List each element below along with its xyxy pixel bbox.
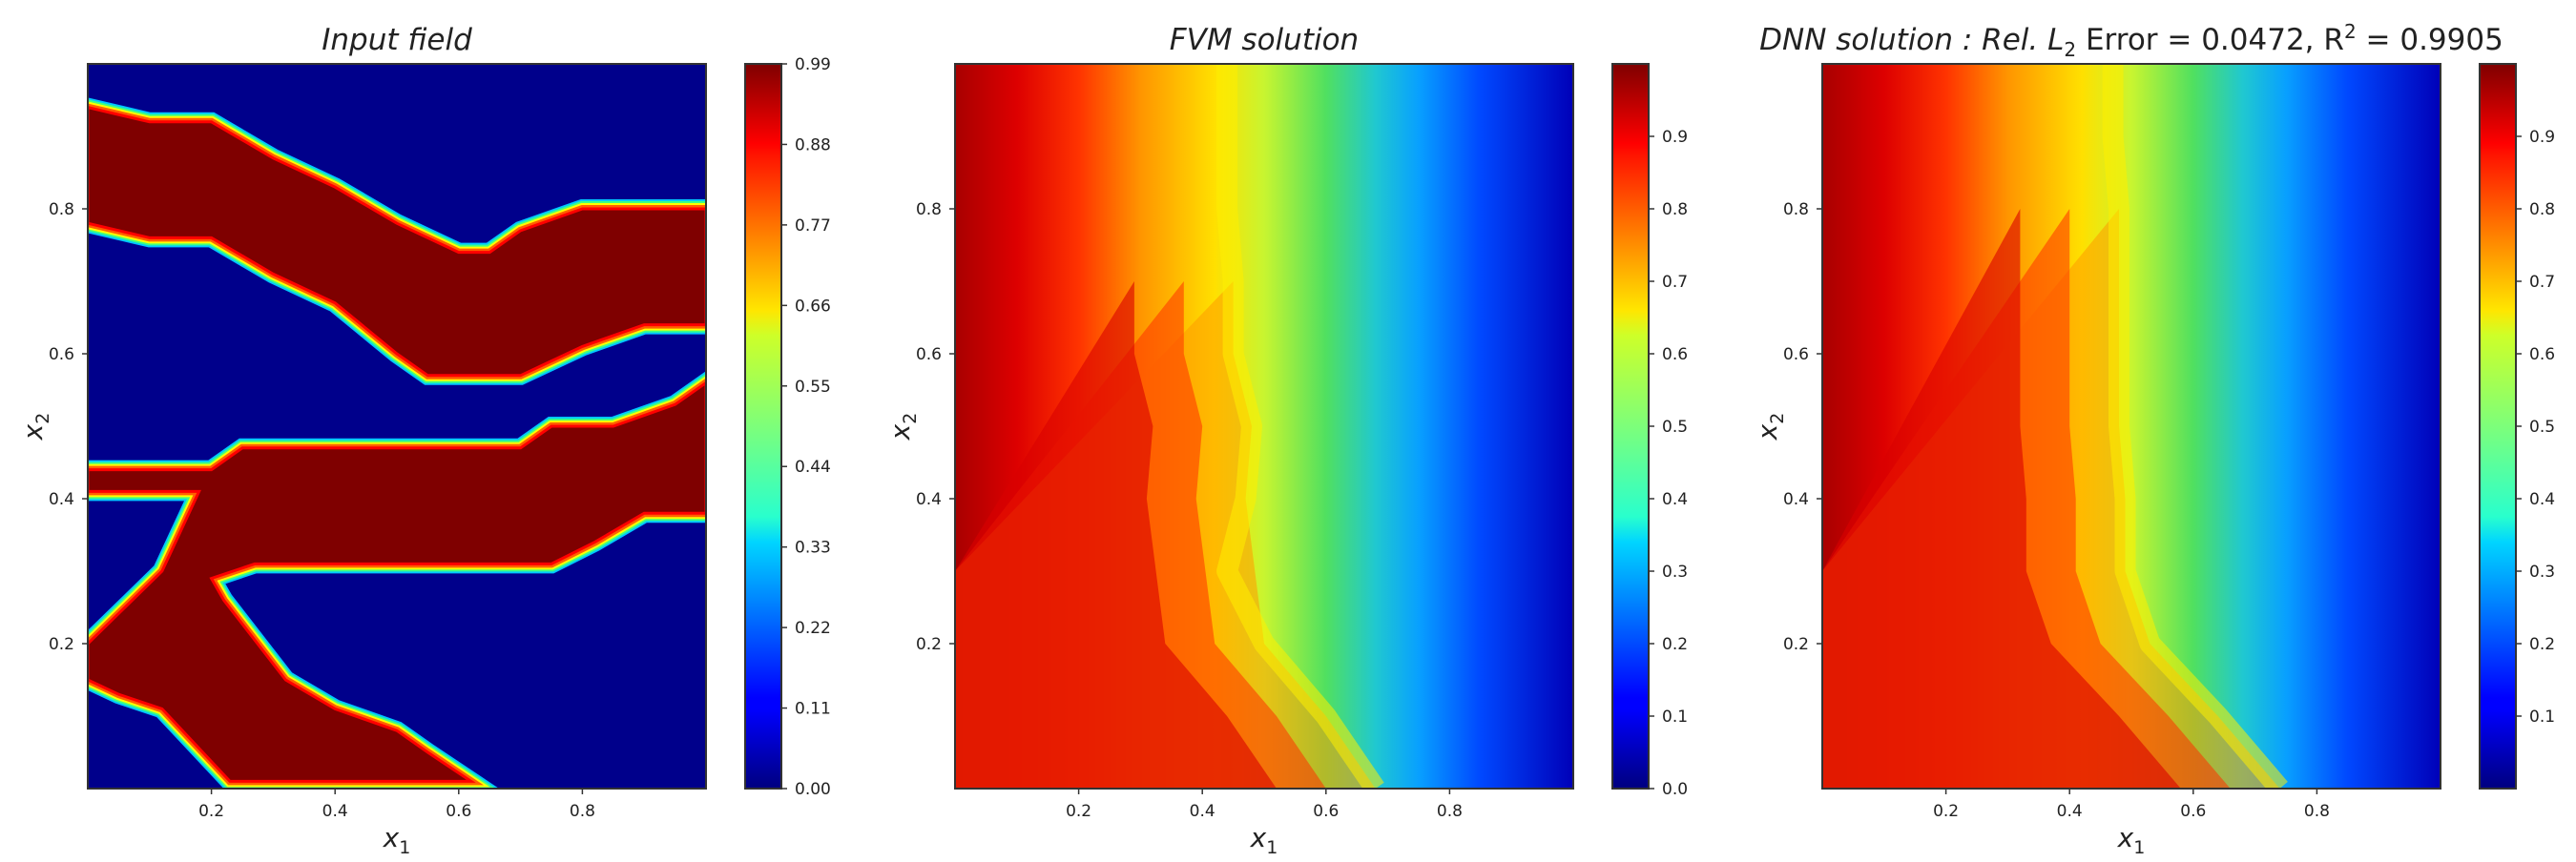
y-tick-label: 0.4: [49, 490, 74, 509]
colorbar-ticks: 0.9 0.8 0.7 0.6 0.5 0.4 0.3 0.2 0.1 0.0: [1649, 128, 1688, 799]
colorbar: [2479, 63, 2517, 790]
colorbar-tick-label: 0.00: [795, 780, 831, 799]
heatmap-fvm-solution: [955, 64, 1573, 789]
solution-front: [955, 64, 1384, 789]
x-tick-label: 0.6: [1313, 802, 1339, 821]
y-tick-label: 0.6: [916, 345, 942, 364]
colorbar-tick-label: 0.4: [1662, 490, 1688, 509]
plot-frame: [954, 63, 1574, 790]
channel-upper: [88, 97, 706, 385]
y-axis-label: x2: [1752, 413, 1788, 441]
colorbar-tick-label: 0.5: [1662, 418, 1688, 437]
x-tick-label: 0.8: [2304, 802, 2330, 821]
x-tick-label: 0.4: [1190, 802, 1215, 821]
colorbar-tick-label: 0.8: [2529, 200, 2555, 219]
colorbar-tick-label: 0.22: [795, 619, 831, 638]
colorbar-ticks: 0.9 0.8 0.7 0.6 0.5 0.4 0.3 0.2 0.1: [2516, 128, 2555, 727]
colorbar-tick-label: 0.9: [2529, 128, 2555, 147]
x-tick-label: 0.8: [570, 802, 595, 821]
colorbar-tick-label: 0.1: [2529, 708, 2555, 727]
panel-dnn-solution: DNN solution : Rel. L2 Error = 0.0472, R…: [1752, 20, 2555, 858]
y-tick-label: 0.2: [916, 635, 942, 654]
y-tick-label: 0.8: [49, 200, 74, 219]
x-axis-label: x1: [1250, 822, 1278, 858]
x-axis-label: x1: [383, 822, 411, 858]
x-tick-label: 0.2: [1066, 802, 1091, 821]
y-tick-label: 0.6: [49, 345, 74, 364]
axis-ticks: 0.2 0.4 0.6 0.8 0.2 0.4 0.6 0.8: [916, 200, 1463, 821]
y-tick-label: 0.8: [1783, 200, 1809, 219]
x-tick-label: 0.6: [446, 802, 471, 821]
colorbar-tick-label: 0.0: [1662, 780, 1688, 799]
colorbar-tick-label: 0.55: [795, 378, 831, 397]
y-tick-label: 0.6: [1783, 345, 1809, 364]
panel-title: Input field: [322, 23, 472, 57]
colorbar-tick-label: 0.8: [1662, 200, 1688, 219]
colorbar: [744, 63, 782, 790]
front-line: [1216, 64, 1384, 789]
colorbar-tick-label: 0.77: [795, 216, 831, 236]
colorbar-tick-label: 0.4: [2529, 490, 2555, 509]
axis-ticks: 0.2 0.4 0.6 0.8 0.2 0.4 0.6 0.8: [1783, 200, 2330, 821]
y-tick-label: 0.2: [1783, 635, 1809, 654]
x-tick-label: 0.6: [2180, 802, 2206, 821]
x-tick-label: 0.4: [322, 802, 348, 821]
colorbar-tick-label: 0.1: [1662, 708, 1688, 727]
plot-frame: [1821, 63, 2441, 790]
colorbar-ticks: 0.99 0.88 0.77 0.66 0.55 0.44 0.33 0.22 0.11 0.00: [781, 55, 831, 799]
colorbar-tick-label: 0.6: [2529, 345, 2555, 364]
colorbar-tick-label: 0.99: [795, 55, 831, 74]
colorbar-tick-label: 0.3: [2529, 563, 2555, 582]
heatmap-input-field: [88, 64, 706, 789]
x-tick-label: 0.4: [2057, 802, 2083, 821]
colorbar-tick-label: 0.7: [2529, 273, 2555, 292]
front-layer: [955, 281, 1277, 789]
y-axis-label: x2: [17, 413, 53, 441]
x-axis-label: x1: [2117, 822, 2146, 858]
colorbar-tick-label: 0.88: [795, 135, 831, 154]
colorbar-tick-label: 0.3: [1662, 563, 1688, 582]
colorbar-tick-label: 0.7: [1662, 273, 1688, 292]
channel-fill: [88, 106, 706, 378]
channel-lower: [88, 371, 706, 789]
plot-frame: [87, 63, 707, 790]
y-tick-label: 0.4: [1783, 490, 1809, 509]
colorbar-tick-label: 0.6: [1662, 345, 1688, 364]
axis-ticks: 0.2 0.4 0.6 0.8 0.2 0.4 0.6 0.8: [49, 200, 595, 821]
channel-fill: [88, 380, 706, 783]
colorbar-tick-label: 0.33: [795, 539, 831, 558]
x-tick-label: 0.2: [1933, 802, 1959, 821]
colorbar-tick-label: 0.44: [795, 458, 831, 477]
colorbar-tick-label: 0.11: [795, 700, 831, 719]
colorbar-tick-label: 0.2: [2529, 635, 2555, 654]
y-axis-label: x2: [884, 413, 921, 441]
colorbar: [1611, 63, 1650, 790]
colorbar-tick-label: 0.66: [795, 297, 831, 316]
y-tick-label: 0.8: [916, 200, 942, 219]
solution-front: [1822, 64, 2288, 789]
colorbar-tick-label: 0.9: [1662, 128, 1688, 147]
panel-title: DNN solution : Rel. L2 Error = 0.0472, R…: [1759, 20, 2503, 61]
x-tick-label: 0.2: [198, 802, 224, 821]
panel-input-field: Input field 0.2 0.4 0.6 0.80.20.40.60.8 x1 …: [17, 23, 831, 858]
front-line: [2102, 64, 2288, 789]
colorbar-tick-label: 0.5: [2529, 418, 2555, 437]
x-tick-label: 0.8: [1437, 802, 1463, 821]
heatmap-dnn-solution: [1822, 64, 2441, 789]
y-tick-label: 0.2: [49, 635, 74, 654]
y-tick-label: 0.4: [916, 490, 942, 509]
colorbar-tick-label: 0.2: [1662, 635, 1688, 654]
front-layer: [1822, 209, 2181, 789]
panel-fvm-solution: FVM solution 0.2 0.4 0.6 0.8 0.2 0.4 0.6 0.8 x1…: [884, 23, 1688, 858]
panel-title: FVM solution: [1170, 23, 1359, 57]
